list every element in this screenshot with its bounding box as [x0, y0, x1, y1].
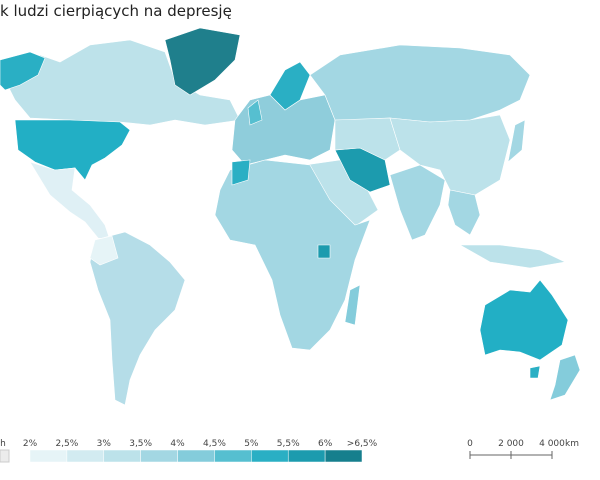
- australia: [479, 279, 569, 361]
- new-zealand: [549, 354, 581, 401]
- south-america: [89, 231, 186, 406]
- madagascar: [344, 284, 361, 326]
- world-map: [0, 27, 581, 406]
- legend-label: 4%: [170, 439, 185, 449]
- legend-label: 4,5%: [203, 439, 226, 449]
- legend-swatch: [29, 449, 68, 463]
- scale-label: 2 000: [498, 439, 524, 449]
- uk: [247, 99, 263, 126]
- legend-swatch: [214, 449, 252, 463]
- legend-label: 6%: [318, 439, 333, 449]
- canada: [0, 39, 241, 126]
- usa: [14, 119, 131, 181]
- tasmania: [529, 365, 541, 379]
- legend-label: 2%: [23, 439, 38, 449]
- southeast-asia: [447, 189, 481, 236]
- alaska: [0, 51, 46, 91]
- legend-label: 5%: [244, 439, 259, 449]
- legend-label: 2,5%: [55, 439, 78, 449]
- legend-swatch: [287, 449, 326, 463]
- legend-swatch: [251, 449, 289, 463]
- map-title: k ludzi cierpiących na depresję: [0, 2, 232, 20]
- japan: [507, 119, 526, 163]
- colombia: [89, 235, 119, 266]
- legend-swatch: [103, 449, 141, 463]
- legend-swatch: [66, 449, 105, 463]
- mexico: [29, 161, 111, 241]
- legend-swatch: [324, 449, 363, 463]
- uganda: [317, 244, 331, 259]
- indonesia: [458, 244, 566, 269]
- scale-bar: 0 2 000 4 000 km: [467, 439, 579, 459]
- scale-label: 4 000: [539, 439, 565, 449]
- legend-swatch: [140, 449, 178, 463]
- legend-swatch: [177, 449, 215, 463]
- russia: [309, 44, 531, 123]
- legend-label: 5,5%: [277, 439, 300, 449]
- legend-label: 3,5%: [129, 439, 152, 449]
- no-data-swatch: [0, 449, 10, 463]
- no-data-label: h: [0, 439, 6, 449]
- legend: h 2% 2,5% 3% 3,5% 4% 4,5% 5% 5,5% 6% >6,5%: [0, 439, 378, 463]
- india: [389, 164, 446, 241]
- scale-unit: km: [565, 439, 579, 449]
- africa: [214, 159, 371, 351]
- greenland: [164, 27, 241, 96]
- legend-label: 3%: [97, 439, 112, 449]
- scale-label: 0: [467, 439, 473, 449]
- legend-label: >6,5%: [347, 439, 378, 449]
- morocco: [231, 159, 251, 186]
- china: [389, 114, 511, 196]
